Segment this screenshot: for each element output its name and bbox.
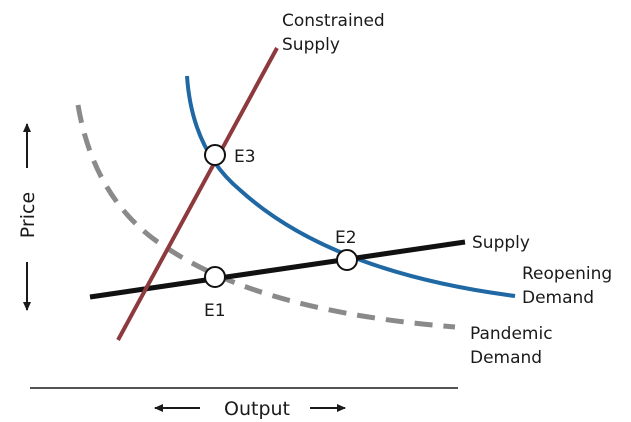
point-e1 — [204, 266, 226, 288]
curve-label: Pandemic — [470, 324, 553, 344]
reopening-demand-curve — [185, 75, 516, 298]
point-label: E1 — [204, 301, 226, 321]
point-label: E3 — [234, 147, 256, 167]
point-e3 — [204, 144, 226, 166]
x-axis-label: Output — [224, 398, 290, 420]
point-e2 — [336, 249, 358, 271]
constrained-supply-curve — [116, 47, 279, 341]
curve-label: Demand — [522, 288, 594, 308]
curve-label: Constrained — [282, 11, 385, 31]
curve-label: Demand — [470, 348, 542, 368]
point-label: E2 — [335, 228, 357, 248]
supply-curve — [89, 239, 466, 300]
curve-label: Supply — [282, 35, 340, 55]
curve-label: Supply — [472, 233, 530, 253]
y-axis-label: Price — [17, 192, 39, 238]
curve-label: Reopening — [522, 264, 612, 284]
pandemic-demand-curve — [75, 104, 456, 330]
